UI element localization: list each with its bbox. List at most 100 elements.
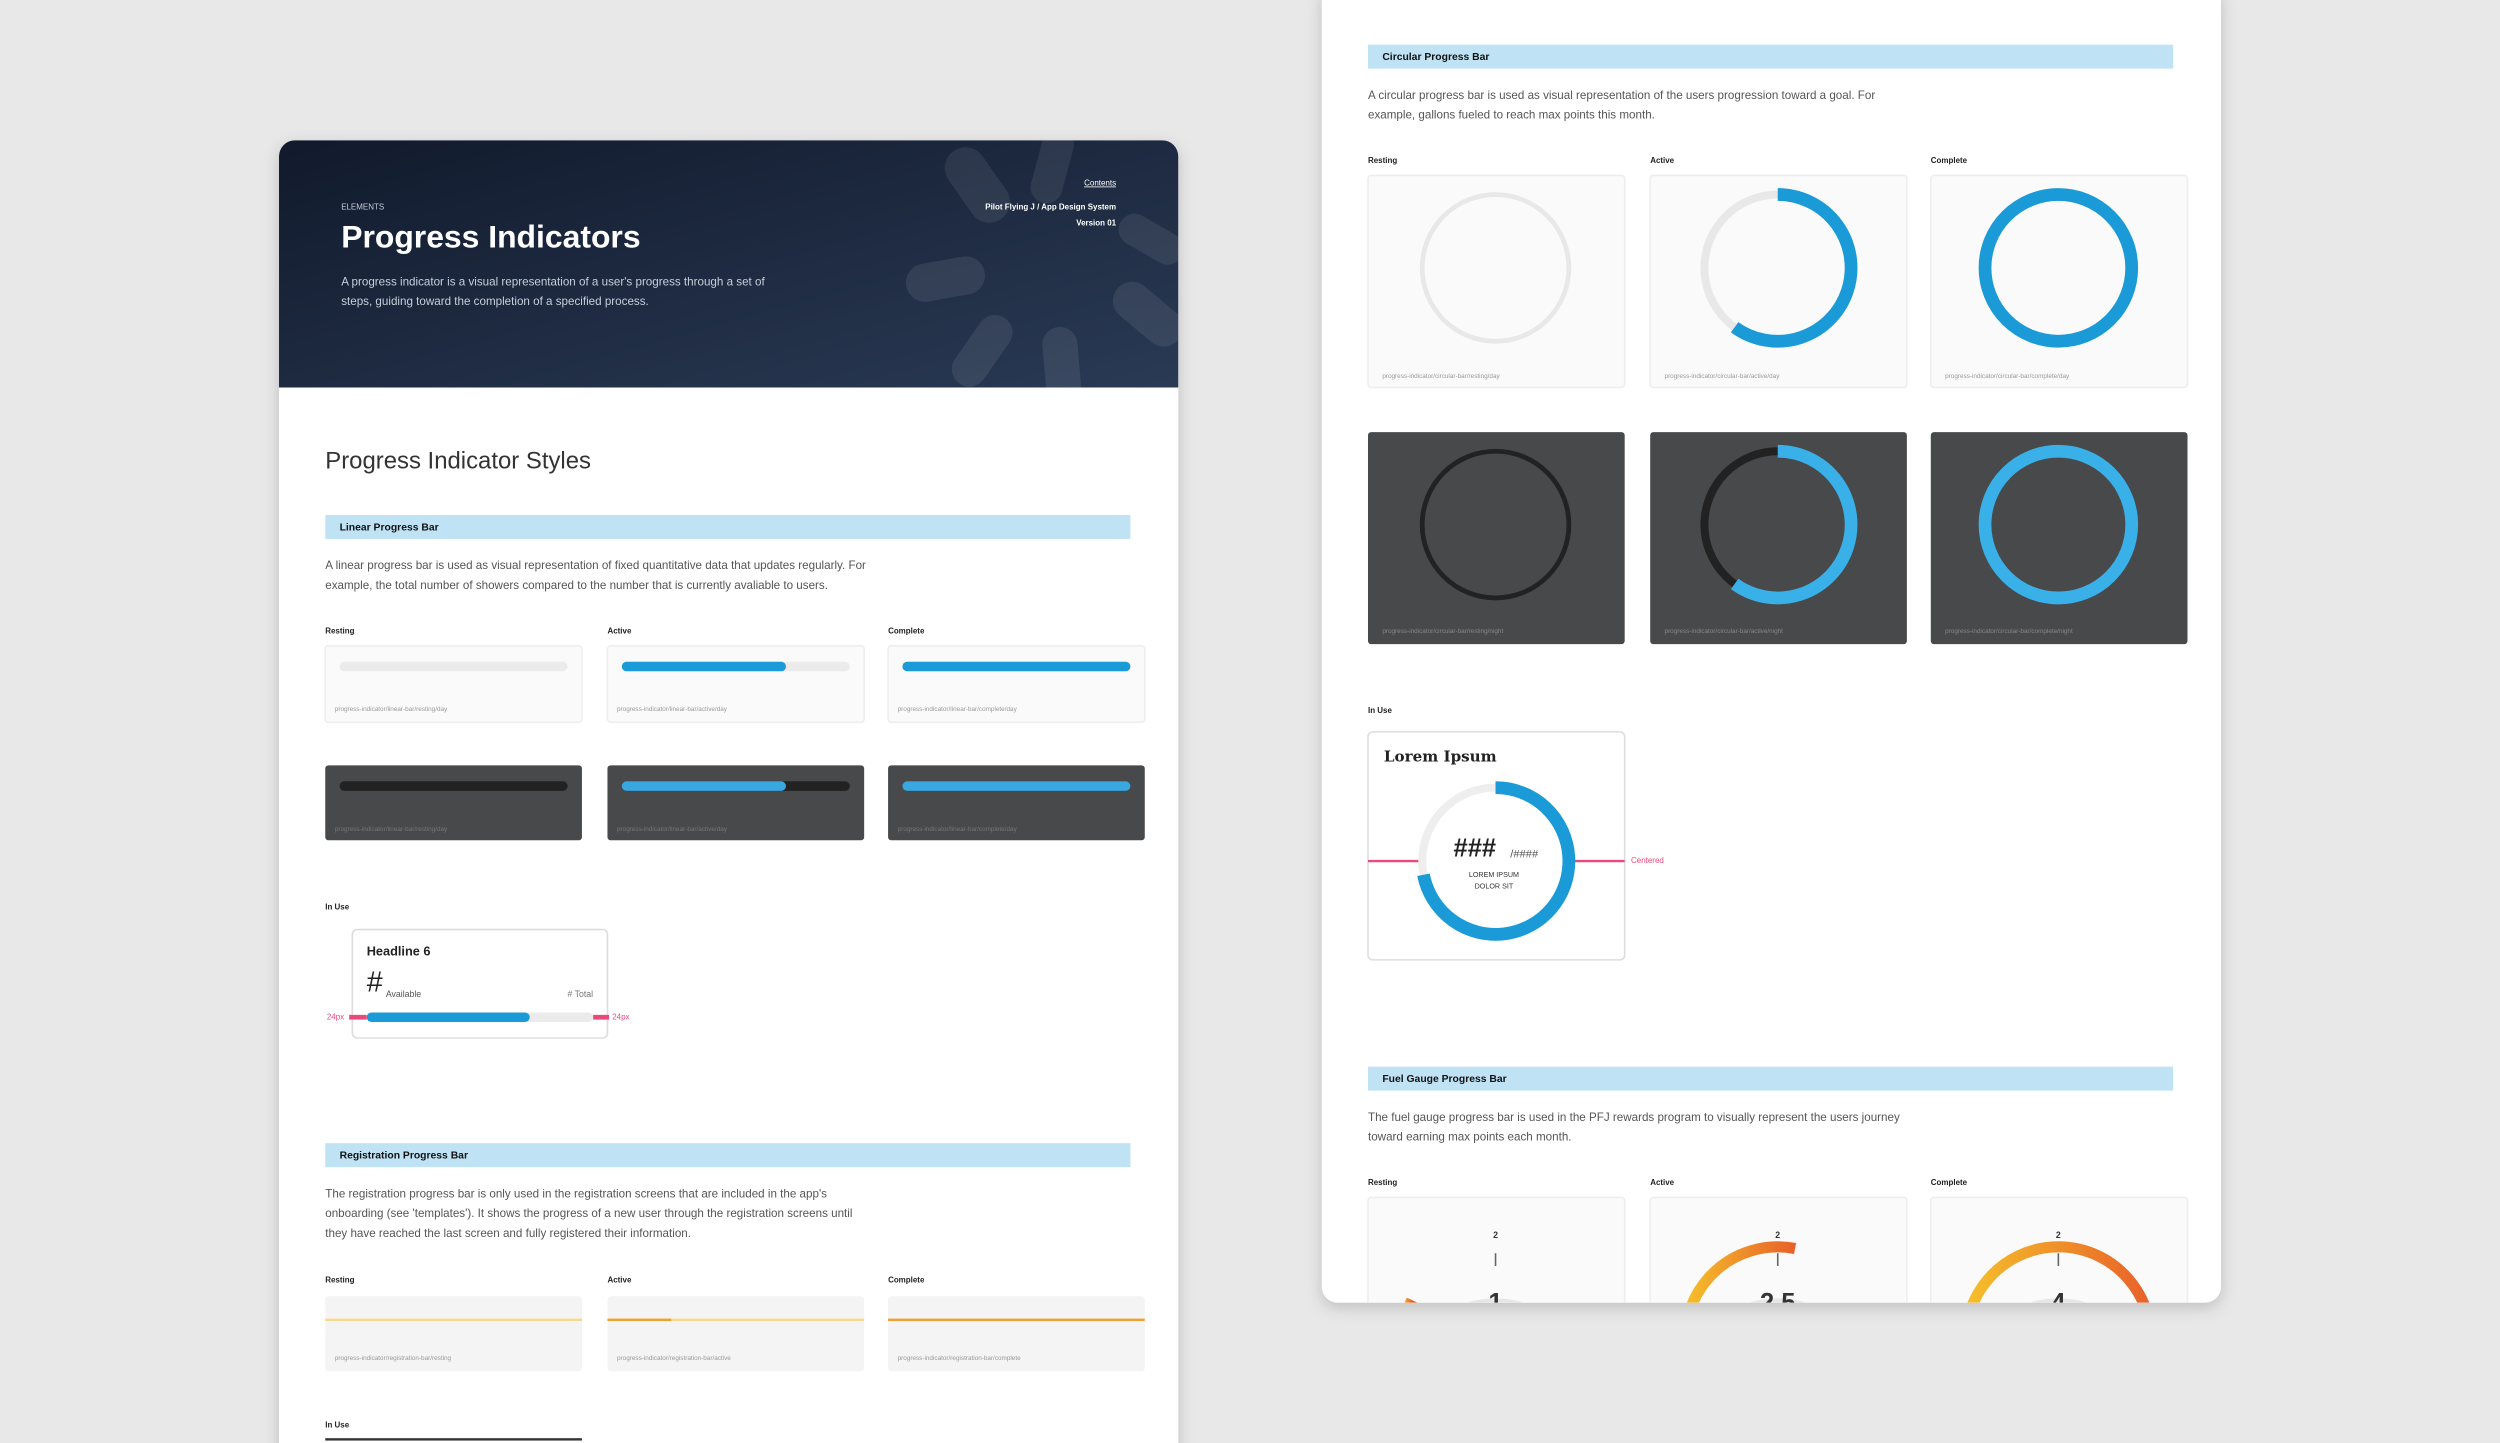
- gauge-tick-label: 2: [1775, 1230, 1780, 1240]
- gauge-value: 2.5: [1760, 1289, 1795, 1317]
- usage-card: [351, 928, 609, 1039]
- system-name: Pilot Flying J / App Design System: [985, 202, 1116, 211]
- token-name: progress-indicator/linear-bar/complete/d…: [898, 826, 1018, 833]
- card-number: #: [367, 966, 383, 998]
- state-label: Active: [1650, 156, 1674, 165]
- section-heading: Registration Progress Bar: [340, 1151, 468, 1162]
- header-decoration: [905, 140, 1179, 388]
- token-name: progress-indicator/circular-bar/complete…: [1945, 373, 2070, 380]
- section-heading-bar: [1367, 44, 2174, 69]
- state-label: Resting: [325, 1275, 354, 1284]
- card-title: Lorem Ipsum: [1384, 747, 1497, 765]
- day-card: [888, 1296, 1145, 1372]
- gauge-tick: [1849, 1318, 1861, 1321]
- card-value: ###: [1454, 835, 1497, 863]
- token-name: progress-indicator/circular-bar/active/d…: [1665, 373, 1781, 380]
- progress-fill: [366, 1012, 530, 1023]
- card-available: Available: [386, 989, 421, 999]
- state-label: Resting: [325, 627, 354, 636]
- gauge-tick-label: 2: [1493, 1230, 1498, 1240]
- registration-track: [325, 1318, 582, 1321]
- gauge-fill: [1960, 1241, 2157, 1303]
- gauge-tick-label: 1: [1956, 1308, 1961, 1318]
- section-heading-bar: [325, 515, 1131, 539]
- state-label: Complete: [1931, 156, 1968, 165]
- gauge-tick-label: 3: [1876, 1308, 1881, 1318]
- description-line: The fuel gauge progress bar is used in t…: [1368, 1111, 1900, 1124]
- eyebrow: ELEMENTS: [341, 202, 384, 211]
- contents-link[interactable]: Contents: [1084, 179, 1116, 188]
- description-line: example, the total number of showers com…: [325, 579, 828, 592]
- card-total: /####: [1510, 849, 1539, 861]
- in-use-label: In Use: [1368, 706, 1392, 715]
- annotation: Centered: [1631, 856, 1664, 865]
- description-line: steps, guiding toward the completion of …: [341, 295, 649, 308]
- day-card: [1930, 1196, 2189, 1303]
- card-caption: DOLOR SIT: [1475, 882, 1514, 890]
- state-label: Active: [1650, 1178, 1674, 1187]
- day-card: [1930, 174, 2189, 389]
- gauge-tick-label: 2: [2056, 1230, 2061, 1240]
- progress-fill: [621, 661, 786, 672]
- description-line: A linear progress bar is used as visual …: [325, 559, 866, 572]
- token-name: progress-indicator/linear-bar/resting/da…: [335, 826, 448, 833]
- gauge-track: [1402, 1298, 1589, 1303]
- gauge-track: [1684, 1298, 1871, 1303]
- gauge-tick-label: 3: [2156, 1308, 2161, 1318]
- gauge-fill: [1397, 1297, 1417, 1303]
- description-line: onboarding (see 'templates'). It shows t…: [325, 1207, 852, 1220]
- gauge-value: 1: [1488, 1289, 1502, 1317]
- gauge-tick: [2129, 1318, 2141, 1321]
- day-card: [325, 1296, 582, 1372]
- gauge-value: 4: [2051, 1289, 2066, 1317]
- registration-track: [607, 1318, 865, 1321]
- registration-fill: [607, 1318, 672, 1321]
- description-line: A progress indicator is a visual represe…: [341, 275, 765, 288]
- gauge-track: [1965, 1298, 2152, 1303]
- header-banner: [279, 140, 1179, 388]
- state-label: Resting: [1368, 1178, 1397, 1187]
- card-headline: Headline 6: [367, 943, 431, 958]
- token-name: progress-indicator/linear-bar/resting/da…: [335, 706, 448, 713]
- progress-fill: [902, 781, 1131, 791]
- state-label: Complete: [1931, 1178, 1968, 1187]
- ring-track: [1419, 448, 1572, 601]
- day-card: [1367, 1196, 1626, 1303]
- description-line: toward earning max points each month.: [1368, 1131, 1572, 1144]
- day-card: [1649, 1196, 1908, 1303]
- night-card: [1650, 432, 1907, 645]
- description-line: example, gallons fueled to reach max poi…: [1368, 109, 1655, 122]
- progress-fill: [621, 781, 786, 791]
- token-name: progress-indicator/circular-bar/resting/…: [1382, 373, 1500, 380]
- state-label: Active: [607, 1275, 631, 1284]
- description-line: The registration progress bar is only us…: [325, 1187, 827, 1200]
- description-line: A circular progress bar is used as visua…: [1368, 89, 1875, 102]
- day-card: [607, 1296, 865, 1372]
- day-card: [1367, 174, 1626, 389]
- section-title: Progress Indicator Styles: [325, 448, 591, 475]
- in-use-label: In Use: [325, 902, 349, 911]
- token-name: progress-indicator/registration-bar/comp…: [898, 1355, 1021, 1362]
- token-name: progress-indicator/registration-bar/acti…: [617, 1355, 731, 1362]
- usage-card: [1367, 731, 1626, 961]
- spacing-label: 24px: [327, 1012, 344, 1021]
- state-label: Complete: [888, 1275, 925, 1284]
- state-label: Active: [607, 627, 631, 636]
- state-label: Complete: [888, 627, 925, 636]
- token-name: progress-indicator/circular-bar/complete…: [1945, 628, 2073, 635]
- section-heading-bar: [1367, 1066, 2174, 1091]
- progress-track: [339, 661, 568, 672]
- description-line: they have reached the last screen and fu…: [325, 1227, 691, 1240]
- gauge-tick: [1975, 1318, 1987, 1321]
- card-total: # Total: [567, 989, 593, 999]
- section-heading: Linear Progress Bar: [340, 523, 439, 534]
- gauge-tick: [1412, 1318, 1424, 1321]
- token-name: progress-indicator/registration-bar/rest…: [335, 1355, 452, 1362]
- night-card: [1930, 432, 2188, 645]
- page-title: Progress Indicators: [341, 219, 640, 255]
- usage-card-edge: [325, 1438, 582, 1441]
- token-name: progress-indicator/circular-bar/active/n…: [1665, 628, 1784, 635]
- night-card: [1367, 432, 1625, 645]
- section-heading: Circular Progress Bar: [1382, 52, 1489, 63]
